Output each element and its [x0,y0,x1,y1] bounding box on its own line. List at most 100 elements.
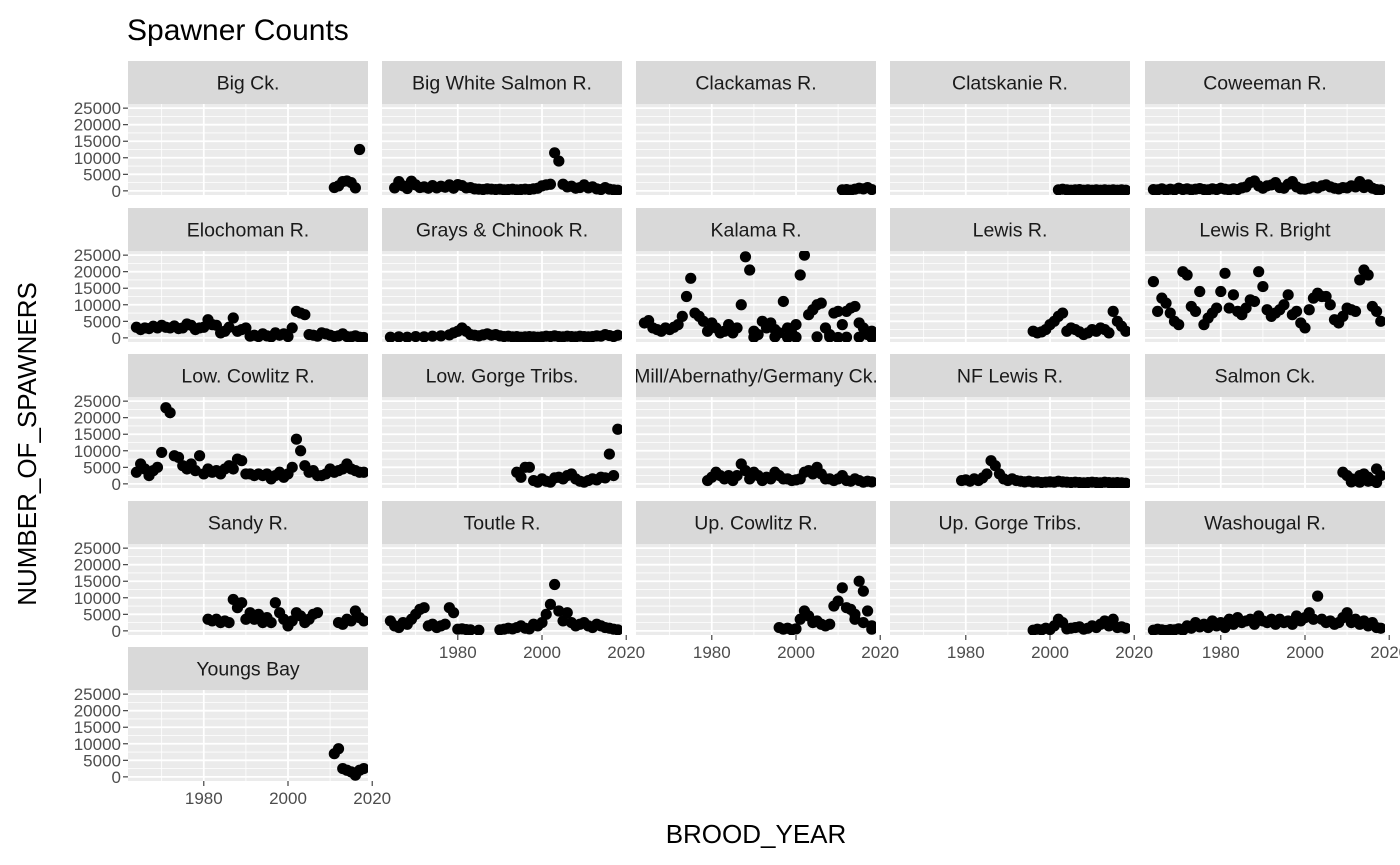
data-point [223,616,235,629]
y-tick-label: 0 [112,329,121,348]
data-point [447,607,460,619]
x-tick-label: 2020 [861,643,899,662]
x-tick-label: 1980 [185,789,223,808]
data-point [1152,305,1164,317]
data-point [515,471,527,483]
x-tick-label: 2000 [1031,643,1069,662]
facet-strip [636,208,876,251]
facet-panel: Lewis R. [890,208,1136,342]
y-tick-label: 5000 [83,312,121,331]
point-layer [836,181,876,195]
data-point [1375,315,1385,327]
y-tick-label: 0 [112,182,121,201]
facet-panel: Clackamas R. [636,61,882,195]
data-point [836,319,848,331]
data-point [1107,305,1119,317]
facet-strip-label: Grays & Chinook R. [416,220,588,242]
facet-panel: Grays & Chinook R. [382,208,628,342]
point-layer [638,251,876,342]
data-point [739,465,752,477]
data-point [1103,327,1115,339]
data-point [345,615,357,627]
data-point [1240,302,1252,314]
data-point [777,295,789,308]
data-point [418,331,430,342]
facet-strip [636,354,876,397]
facet-strip [1145,61,1385,104]
data-point [1057,307,1069,319]
data-point [1370,476,1383,488]
data-point [599,472,611,484]
point-layer [955,455,1130,488]
y-axis-title: NUMBER_OF_SPAWNERS [12,282,42,606]
data-point [473,624,485,635]
data-point [1324,299,1336,311]
data-point [1253,266,1265,278]
data-point [358,762,368,775]
facet-strip-label: Up. Cowlitz R. [694,513,818,535]
facet-strip-label: Youngs Bay [196,659,300,681]
data-point [189,465,201,477]
data-point [1181,269,1193,281]
data-point [553,605,565,617]
data-point [731,322,743,334]
facet-strip-label: Washougal R. [1204,513,1326,535]
data-point [1219,267,1231,279]
data-point [981,468,993,480]
data-point [849,300,861,313]
facet-strip [890,61,1130,104]
y-tick-label: 0 [112,768,121,787]
point-layer [384,578,622,635]
y-tick-label: 10000 [74,442,121,461]
data-point [151,461,164,473]
data-point [1120,184,1130,195]
facet-strip [1145,501,1385,544]
facet-strip [1145,354,1385,397]
point-layer [384,322,622,342]
point-layer [389,147,622,195]
data-point [739,251,752,263]
facet-panel: Up. Cowlitz R. 1980 2000 2020 [636,501,899,662]
data-point [464,624,477,635]
facet-strip-label: Clackamas R. [695,73,816,95]
data-point [549,578,561,591]
data-point [815,297,827,309]
data-point [240,322,252,334]
y-tick-label: 10000 [74,735,121,754]
data-point [295,445,307,457]
data-point [1248,295,1261,308]
data-point [1286,618,1298,630]
data-point [781,331,794,342]
data-point [544,598,557,610]
data-point [1120,622,1130,634]
data-point [282,330,294,342]
facet-strip-label: Clatskanie R. [952,73,1068,95]
data-point [824,618,836,630]
data-point [836,582,848,594]
data-point [286,461,298,473]
facet-panel: Big White Salmon R. [382,61,628,195]
data-point [290,433,303,445]
facet-strip-label: Mill/Abernathy/Germany Ck. [634,366,878,388]
facet-panel: Mill/Abernathy/Germany Ck. [634,354,882,488]
data-point [1164,307,1176,319]
data-point [1303,304,1315,316]
facet-strip [382,354,622,397]
data-point [536,616,548,629]
data-point [824,331,836,342]
data-point [311,607,324,619]
y-tick-label: 20000 [74,702,121,721]
data-point [227,463,239,475]
y-tick-label: 15000 [74,425,121,444]
data-point [1160,297,1172,309]
data-point [223,321,235,333]
data-point [832,331,844,342]
x-tick-label: 2000 [523,643,561,662]
data-point [866,331,876,342]
data-point [1227,289,1240,301]
y-tick-label: 10000 [74,296,121,315]
data-point [744,264,756,276]
data-point [1354,476,1366,488]
